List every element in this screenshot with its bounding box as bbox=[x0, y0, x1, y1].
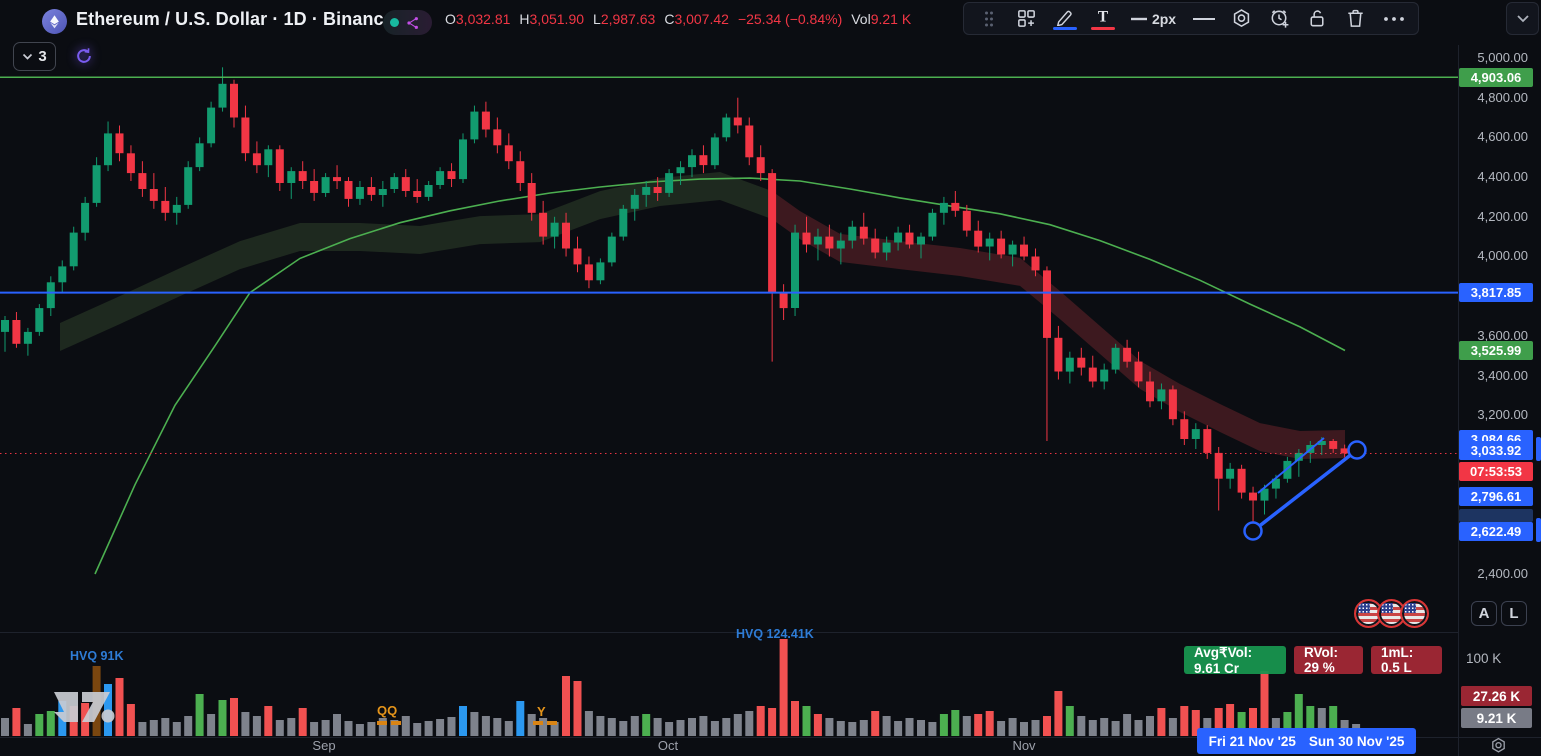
price-tick: 4,200.00 bbox=[1477, 209, 1528, 224]
range-start-date: Fri 21 Nov '25 bbox=[1208, 733, 1296, 749]
toolbar-collapse-button[interactable] bbox=[1506, 2, 1539, 35]
candlestick-layer bbox=[1, 67, 1349, 530]
bar-count-dropdown[interactable]: 3 bbox=[13, 42, 56, 71]
price-tick: 2,400.00 bbox=[1477, 566, 1528, 581]
flag-icon[interactable] bbox=[1400, 599, 1429, 628]
close-label: C bbox=[664, 11, 675, 27]
date-range-badge[interactable]: Fri 21 Nov '25 Sun 30 Nov '25 bbox=[1197, 728, 1416, 754]
time-axis-divider bbox=[0, 737, 1541, 738]
change-value: −25.34 (−0.84%) bbox=[737, 11, 843, 27]
range-end-date: Sun 30 Nov '25 bbox=[1308, 733, 1405, 749]
price-badge[interactable]: 3,817.85 bbox=[1459, 283, 1533, 302]
y-marker-dash bbox=[533, 721, 543, 725]
avg-volume-badge: Avg₹Vol: 9.61 Cr bbox=[1184, 645, 1286, 676]
price-tick: 4,600.00 bbox=[1477, 129, 1528, 144]
price-badge[interactable]: 3,033.92 bbox=[1459, 441, 1533, 460]
status-dot-icon bbox=[390, 18, 399, 27]
ethereum-logo-icon bbox=[42, 9, 67, 34]
rvol-badge: RVol: 29 % bbox=[1294, 645, 1363, 675]
current-volume-badge: 9.21 K bbox=[1461, 708, 1532, 728]
open-label: O bbox=[445, 11, 456, 27]
trendline-handle[interactable] bbox=[1243, 521, 1263, 541]
time-axis-label: Oct bbox=[657, 738, 679, 753]
draw-tool-button[interactable] bbox=[1046, 4, 1083, 33]
svg-text:T: T bbox=[1097, 8, 1108, 25]
price-tick: 4,000.00 bbox=[1477, 248, 1528, 263]
high-label: H bbox=[519, 11, 530, 27]
auto-scale-button[interactable]: A bbox=[1471, 601, 1497, 626]
open-value: 3,032.81 bbox=[455, 11, 511, 27]
time-axis-label: Sep bbox=[312, 738, 336, 753]
time-axis-label: Nov bbox=[1012, 738, 1036, 753]
ma-line[interactable] bbox=[94, 177, 1346, 575]
tradingview-watermark bbox=[54, 692, 115, 723]
text-tool-button[interactable]: T bbox=[1084, 4, 1121, 33]
qq-marker-dash bbox=[391, 721, 401, 725]
volume-axis-tick: 100 K bbox=[1466, 651, 1502, 666]
line-style-button[interactable] bbox=[1185, 4, 1222, 33]
hvq-peak-label: HVQ 124.41K bbox=[736, 627, 814, 641]
line-width-value: 2px bbox=[1151, 10, 1177, 27]
draw-color-swatch[interactable] bbox=[1052, 26, 1077, 31]
share-icon bbox=[407, 16, 418, 29]
low-value: 2,987.63 bbox=[600, 11, 656, 27]
volume-value: 9.21 K bbox=[870, 11, 912, 27]
settings-hexagon-button[interactable] bbox=[1223, 4, 1260, 33]
low-label: L bbox=[593, 11, 601, 27]
refresh-icon[interactable] bbox=[71, 43, 96, 68]
price-tick: 3,600.00 bbox=[1477, 328, 1528, 343]
hvq-label: HVQ 91K bbox=[70, 649, 124, 663]
log-scale-button[interactable]: L bbox=[1501, 601, 1527, 626]
drag-handle-icon[interactable] bbox=[970, 4, 1007, 33]
ma-ribbon bbox=[60, 172, 1345, 459]
price-badge[interactable]: 07:53:53 bbox=[1459, 462, 1533, 481]
symbol-title[interactable]: Ethereum / U.S. Dollar · 1D · Binance bbox=[76, 9, 394, 29]
trendline-handle[interactable] bbox=[1347, 440, 1367, 460]
price-tick: 3,200.00 bbox=[1477, 407, 1528, 422]
qq-marker-dash bbox=[377, 721, 387, 725]
drawing-toolbar: T 2px bbox=[963, 2, 1419, 35]
close-value: 3,007.42 bbox=[674, 11, 729, 27]
y-marker-dash bbox=[547, 721, 557, 725]
publish-pill[interactable] bbox=[383, 10, 432, 35]
price-axis-divider[interactable] bbox=[1458, 45, 1459, 756]
price-tick: 5,000.00 bbox=[1477, 50, 1528, 65]
lock-open-button[interactable] bbox=[1299, 4, 1336, 33]
ohlc-readout: O3,032.81 H3,051.90 L2,987.63 C3,007.42 … bbox=[445, 0, 911, 38]
scale-edge-marker[interactable] bbox=[1536, 437, 1541, 461]
line-width-button[interactable]: 2px bbox=[1122, 4, 1184, 33]
scale-edge-marker[interactable] bbox=[1536, 518, 1541, 542]
high-value: 3,051.90 bbox=[529, 11, 585, 27]
price-tick: 4,800.00 bbox=[1477, 90, 1528, 105]
more-options-button[interactable] bbox=[1375, 4, 1412, 33]
qq-marker: QQ bbox=[377, 703, 398, 718]
price-tick: 4,400.00 bbox=[1477, 169, 1528, 184]
price-badge[interactable]: 3,525.99 bbox=[1459, 341, 1533, 360]
alarm-add-button[interactable] bbox=[1261, 4, 1298, 33]
volume-layer bbox=[1, 639, 1361, 736]
bar-count-value: 3 bbox=[38, 48, 47, 65]
price-badge[interactable]: 4,903.06 bbox=[1459, 68, 1533, 87]
layout-add-button[interactable] bbox=[1008, 4, 1045, 33]
time-axis-settings-icon[interactable] bbox=[1489, 736, 1508, 755]
chevron-down-icon bbox=[23, 53, 33, 60]
price-badge[interactable]: 2,622.49 bbox=[1459, 522, 1533, 541]
trendline-drawing[interactable] bbox=[1243, 437, 1367, 541]
text-color-swatch[interactable] bbox=[1090, 26, 1115, 31]
price-badge[interactable]: 2,796.61 bbox=[1459, 487, 1533, 506]
prev-volume-badge: 27.26 K bbox=[1461, 686, 1532, 706]
volume-label: Vol bbox=[851, 11, 871, 27]
one-ml-badge: 1mL: 0.5 L bbox=[1371, 645, 1442, 675]
pane-divider[interactable] bbox=[0, 632, 1458, 633]
price-badge[interactable] bbox=[1459, 509, 1533, 522]
chevron-down-icon bbox=[1516, 15, 1529, 23]
y-marker: Y bbox=[537, 704, 546, 719]
price-tick: 3,400.00 bbox=[1477, 368, 1528, 383]
trash-button[interactable] bbox=[1337, 4, 1374, 33]
